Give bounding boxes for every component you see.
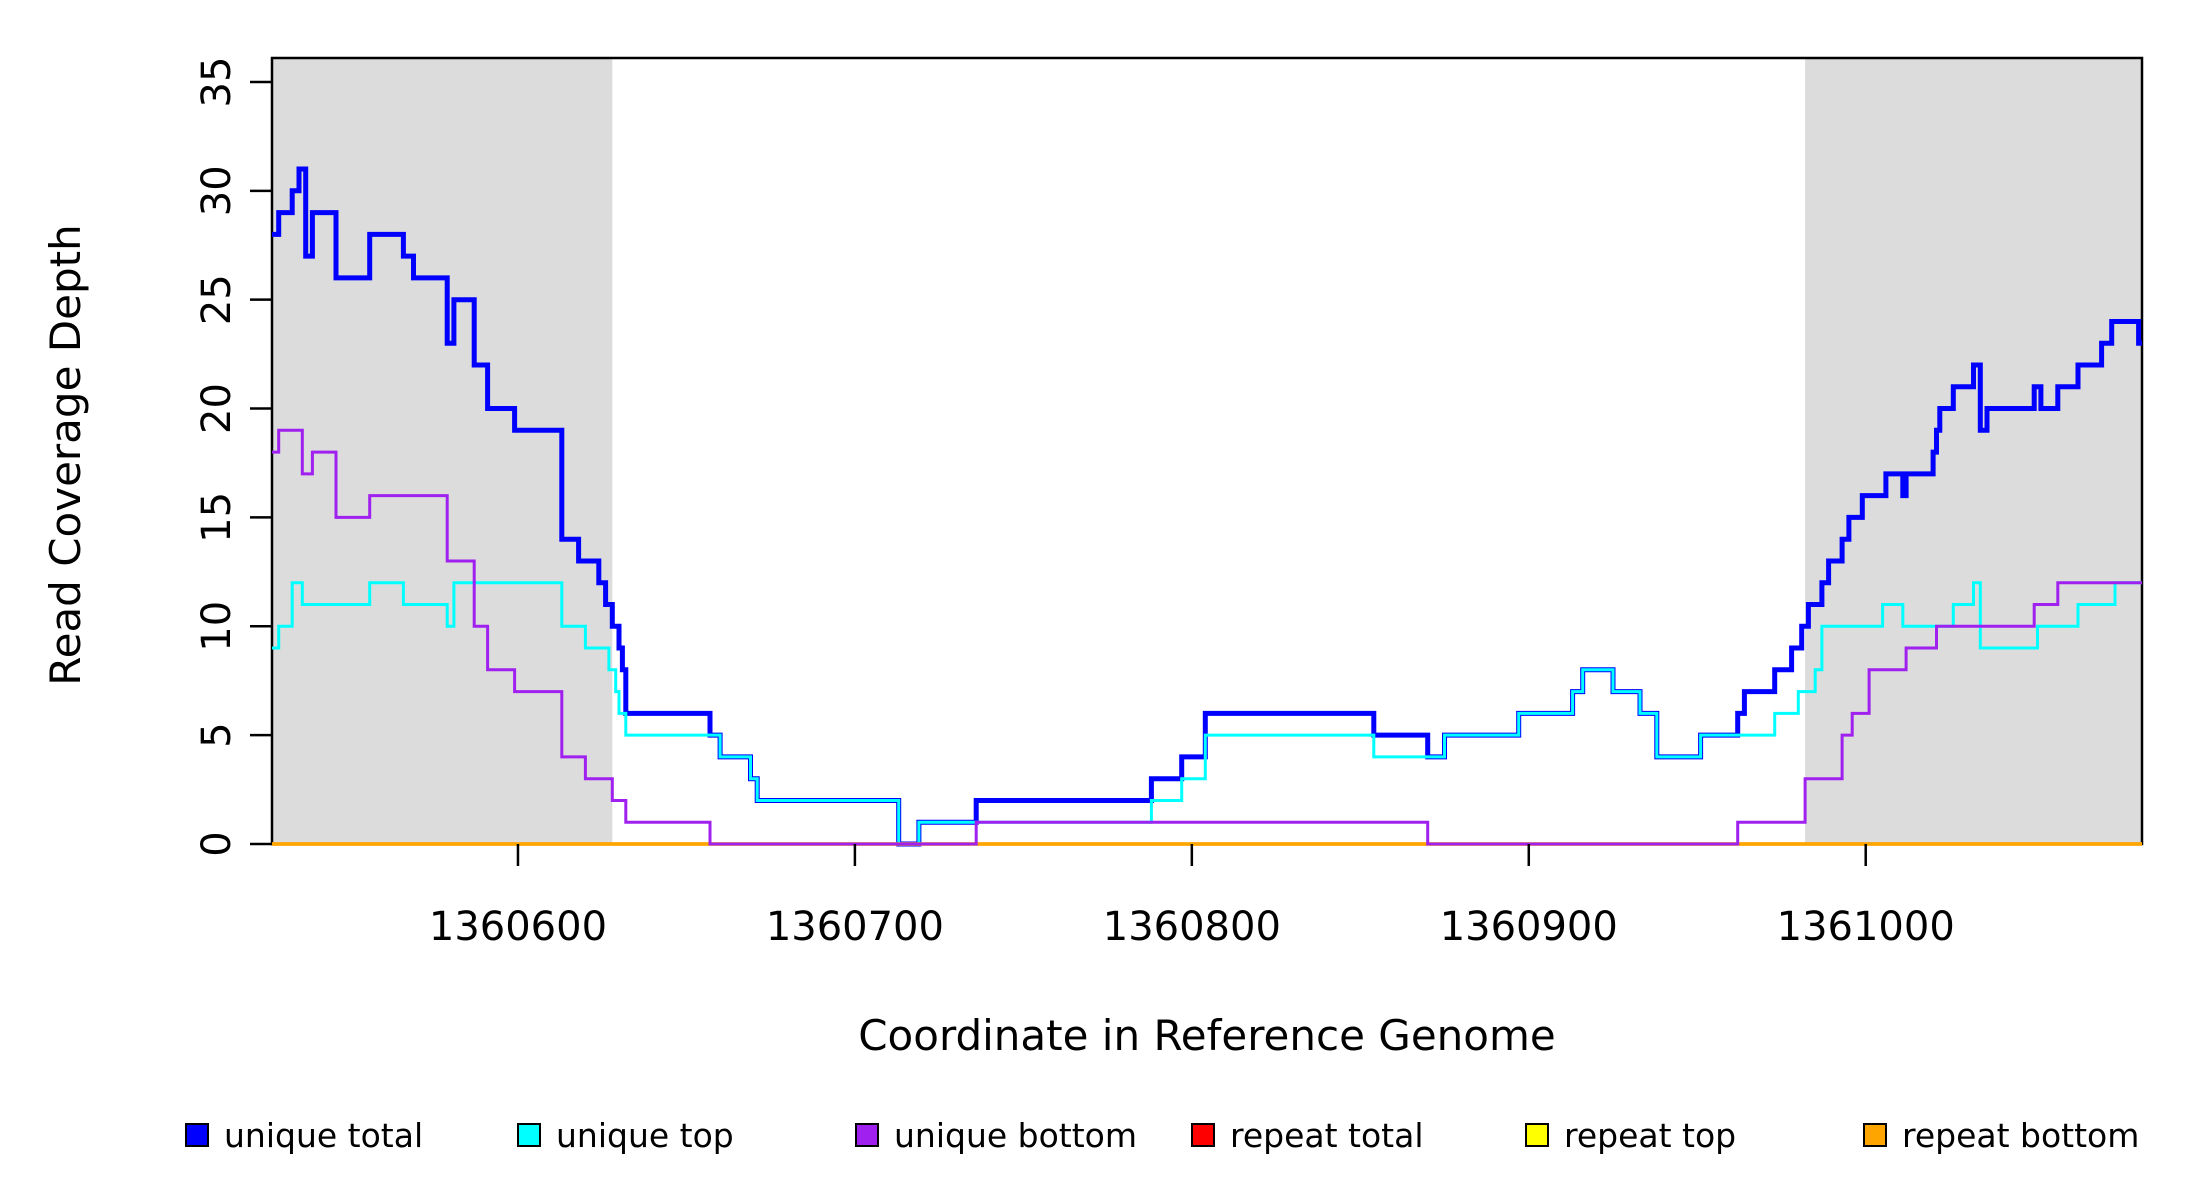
y-tick-label: 30 (194, 165, 240, 216)
legend-label: repeat total (1230, 1116, 1424, 1155)
legend-swatch-repeat-top (1525, 1123, 1549, 1147)
y-tick-label: 5 (194, 722, 240, 747)
legend-label: unique bottom (894, 1116, 1137, 1155)
legend-label: unique top (556, 1116, 734, 1155)
x-tick-label: 1360800 (1103, 904, 1281, 950)
legend-label: repeat bottom (1902, 1116, 2139, 1155)
x-axis: 1360600 1360700 1360800 1360900 1361000 (429, 844, 1955, 950)
y-tick-label: 35 (194, 57, 240, 108)
legend-swatch-unique-top (517, 1123, 541, 1147)
legend-swatch-repeat-total (1191, 1123, 1215, 1147)
y-tick-label: 0 (194, 831, 240, 856)
x-tick-label: 1360900 (1440, 904, 1618, 950)
legend-item-unique-total: unique total (185, 1116, 423, 1155)
legend-item-unique-bottom: unique bottom (855, 1116, 1137, 1155)
series-lines (272, 166, 2142, 847)
legend-item-unique-top: unique top (517, 1116, 734, 1155)
shaded-regions (272, 58, 2142, 844)
legend-swatch-unique-total (185, 1123, 209, 1147)
legend-swatch-unique-bottom (855, 1123, 879, 1147)
x-axis-title: Coordinate in Reference Genome (858, 1011, 1556, 1060)
legend-label: unique total (224, 1116, 423, 1155)
legend-swatch-repeat-bottom (1863, 1123, 1887, 1147)
y-tick-label: 20 (194, 383, 240, 434)
x-tick-label: 1360600 (429, 904, 607, 950)
series-line-unique-top (272, 581, 2142, 846)
repeat-flank-right (1805, 58, 2142, 844)
y-tick-label: 10 (194, 601, 240, 652)
series-line-unique-bottom (272, 428, 2142, 846)
y-tick-label: 15 (194, 492, 240, 543)
x-tick-label: 1360700 (766, 904, 944, 950)
legend: unique total unique top unique bottom repea… (185, 1116, 2139, 1155)
x-tick-label: 1361000 (1777, 904, 1955, 950)
legend-label: repeat top (1564, 1116, 1736, 1155)
legend-item-repeat-top: repeat top (1525, 1116, 1736, 1155)
legend-item-repeat-total: repeat total (1191, 1116, 1424, 1155)
y-axis: 0 5 10 15 20 25 30 35 (194, 57, 272, 857)
legend-item-repeat-bottom: repeat bottom (1863, 1116, 2139, 1155)
y-tick-label: 25 (194, 274, 240, 325)
y-axis-title: Read Coverage Depth (41, 224, 90, 685)
